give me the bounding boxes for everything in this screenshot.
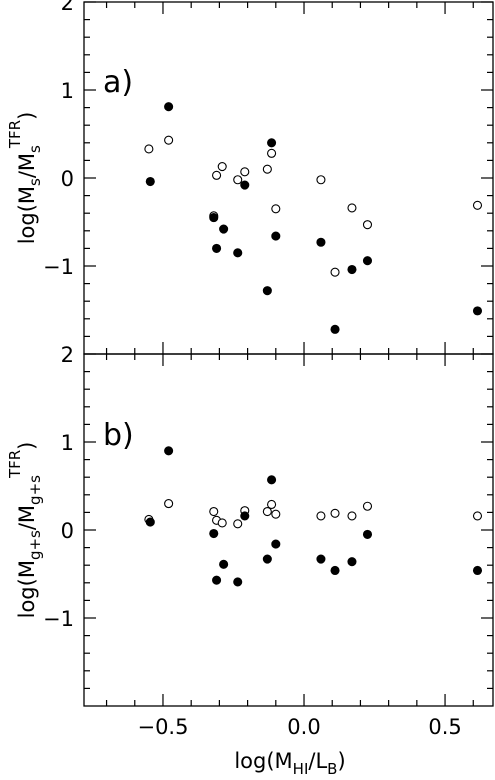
y-tick-label: −1 [43,255,74,279]
filled-data-point [267,475,277,485]
filled-data-point [145,517,155,527]
filled-data-point [233,577,243,587]
filled-data-point [330,565,340,576]
open-data-point [233,519,243,529]
x-tick-label: 0.0 [287,715,320,739]
x-tick-label: −0.5 [137,715,188,739]
filled-data-point [164,446,174,456]
open-data-point [271,204,281,214]
filled-data-point [209,528,219,539]
filled-data-point [316,554,326,564]
open-data-point [316,511,326,521]
filled-data-point [347,264,357,275]
filled-data-point [233,248,243,258]
filled-data-point [472,306,483,316]
filled-data-point [362,256,373,266]
open-data-point [233,175,243,185]
open-data-point [347,203,357,213]
open-data-point [217,162,227,172]
x-axis-title: log(MHI/LB) [234,749,345,778]
filled-data-point [145,176,155,187]
panel-b-points [144,446,483,587]
y-tick-label: 1 [61,79,74,103]
filled-data-point [262,554,272,564]
filled-data-point [316,237,326,247]
panel-a: 2 1 0 −1 a) log(Ms/MsTFR) [6,0,494,355]
y-tick-label: 2 [61,343,74,367]
y-tick-label: 1 [61,431,74,455]
panel-a-tick-labels: 2 1 0 −1 [43,0,74,279]
y-tick-label: −1 [43,607,74,631]
filled-data-point [240,511,250,521]
y-tick-label: 2 [61,0,74,15]
y-tick-label: 0 [61,167,74,191]
panel-a-ticks [84,1,493,354]
filled-data-point [219,559,229,569]
open-data-point [144,144,154,154]
open-data-point [217,518,227,528]
filled-data-point [212,243,222,253]
open-data-point [472,511,483,521]
panel-a-points [144,102,483,334]
panel-b-ylabel: log(Mg+s/Mg+sTFR) [6,442,44,619]
filled-data-point [209,213,219,223]
open-data-point [267,499,277,510]
open-data-point [330,267,340,277]
open-data-point [472,200,483,210]
filled-data-point [240,180,250,190]
panel-b-tick-labels: 2 1 0 −1 −0.5 0.0 0.5 [43,343,462,739]
filled-data-point [164,102,174,112]
filled-data-point [347,557,357,567]
filled-data-point [219,224,229,234]
open-data-point [316,175,326,185]
open-data-point [209,506,219,517]
open-data-point [271,509,281,519]
open-data-point [362,501,373,511]
filled-data-point [271,231,281,241]
x-tick-label: 0.5 [428,715,461,739]
filled-data-point [267,138,277,148]
panel-b: 2 1 0 −1 −0.5 0.0 0.5 b) log(Mg+s/Mg+sTFR) log… [6,343,494,778]
panel-b-letter: b) [103,418,134,453]
open-data-point [347,511,357,521]
filled-data-point [330,324,340,334]
filled-data-point [262,286,272,296]
filled-data-point [472,565,483,576]
open-data-point [164,135,174,145]
panel-a-ylabel: log(Ms/MsTFR) [6,112,44,245]
filled-data-point [362,529,373,539]
open-data-point [212,170,222,180]
panel-b-ticks [84,353,493,706]
filled-data-point [212,575,222,585]
open-data-point [240,167,250,177]
open-data-point [362,220,373,230]
open-data-point [262,164,272,174]
open-data-point [262,506,272,517]
open-data-point [267,148,277,158]
panel-a-letter: a) [103,65,133,100]
filled-data-point [271,539,281,549]
open-data-point [164,499,174,509]
open-data-point [330,508,340,518]
y-tick-label: 0 [61,519,74,543]
